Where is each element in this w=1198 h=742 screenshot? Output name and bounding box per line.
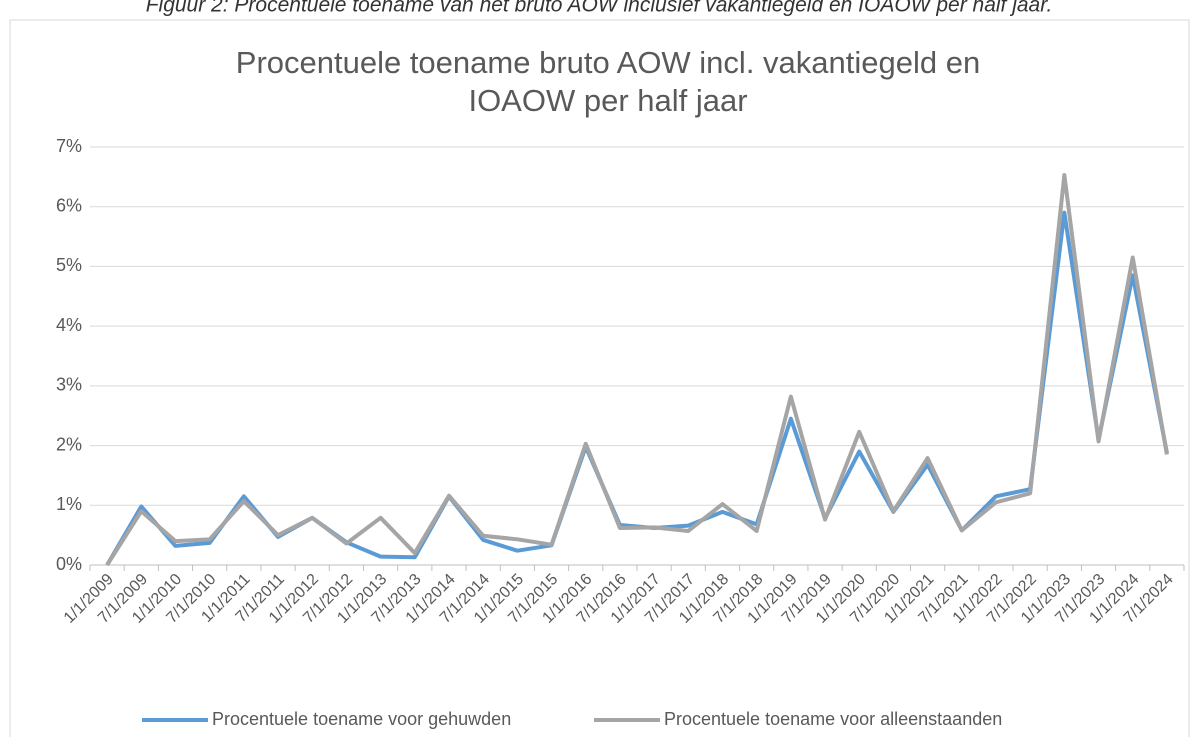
y-tick-label: 5% <box>56 255 82 275</box>
y-tick-label: 0% <box>56 554 82 574</box>
legend-label: Procentuele toename voor alleenstaanden <box>664 709 1002 729</box>
legend-label: Procentuele toename voor gehuwden <box>212 709 511 729</box>
chart-border <box>9 19 1190 742</box>
series-line <box>105 173 1169 567</box>
y-tick-label: 3% <box>56 375 82 395</box>
y-tick-label: 4% <box>56 315 82 335</box>
chart-title: Procentuele toename bruto AOW incl. vaka… <box>236 45 980 80</box>
y-tick-label: 7% <box>56 136 82 156</box>
y-tick-label: 1% <box>56 494 82 514</box>
y-tick-label: 6% <box>56 195 82 215</box>
y-tick-label: 2% <box>56 434 82 454</box>
series-line <box>105 210 1169 567</box>
chart-title: IOAOW per half jaar <box>468 83 747 118</box>
caption: Figuur 2: Procentuele toename van het br… <box>146 0 1053 17</box>
